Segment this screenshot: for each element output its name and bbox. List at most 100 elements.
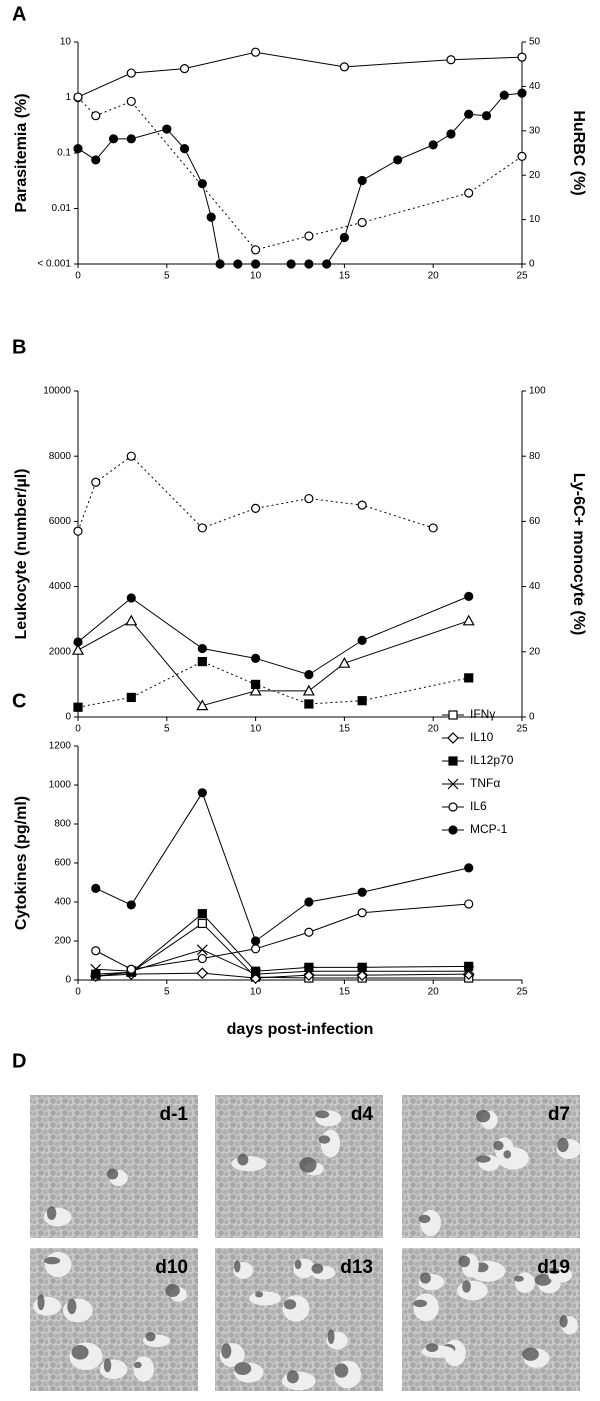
series-line [77, 97, 523, 251]
panel-label: C [12, 690, 26, 712]
marker [428, 523, 438, 533]
infected-cell [221, 1343, 232, 1359]
infected-cell [71, 1344, 89, 1360]
marker [91, 111, 101, 121]
marker [197, 953, 207, 964]
series-line [77, 455, 434, 532]
marker [196, 699, 209, 711]
marker [304, 493, 314, 504]
infected-cell [493, 1140, 504, 1151]
marker [233, 259, 243, 269]
infected-cell [418, 1214, 431, 1224]
marker [73, 526, 83, 536]
marker [251, 679, 261, 690]
series-line [95, 791, 469, 942]
marker [464, 591, 474, 601]
marker [517, 52, 527, 62]
legend-label: MCP-1 [470, 822, 508, 836]
legend-label: IFNγ [470, 707, 495, 721]
marker [446, 55, 456, 65]
x-tick-label: 25 [516, 271, 528, 282]
x-tick-label: 15 [339, 987, 351, 998]
infected-cell [327, 1329, 335, 1345]
marker [251, 944, 261, 954]
infected-cell [165, 1284, 180, 1298]
clear-area [33, 1296, 61, 1316]
y2-tick-label: 20 [529, 170, 541, 181]
infected-cell [559, 1314, 568, 1328]
clear-area [133, 1356, 155, 1382]
infected-cell [106, 1168, 119, 1180]
marker [126, 96, 136, 107]
marker [71, 643, 85, 655]
infected-cell [334, 1363, 349, 1378]
marker [304, 670, 314, 680]
y-tick-label: 2000 [49, 646, 72, 657]
series-line [77, 620, 469, 707]
x-tick-label: 20 [428, 724, 440, 735]
marker [303, 969, 315, 981]
y2-axis-title: HuRBC (%) [570, 110, 587, 195]
marker [249, 684, 262, 696]
marker [339, 232, 349, 243]
infected-cell [476, 1109, 491, 1123]
infected-cell [534, 1274, 552, 1286]
y2-tick-label: 100 [529, 386, 546, 397]
x-tick-label: 20 [428, 987, 440, 998]
infected-cell [234, 1260, 241, 1273]
marker [197, 643, 207, 654]
legend-marker [448, 802, 458, 812]
marker [162, 124, 172, 134]
marker [197, 909, 207, 919]
x-tick-label: 20 [428, 271, 440, 282]
y-tick-label: 1 [65, 92, 71, 103]
infected-cell [475, 1155, 491, 1163]
infected-cell [255, 1291, 264, 1298]
marker [303, 965, 315, 977]
marker [464, 961, 474, 971]
y2-tick-label: 50 [529, 37, 541, 48]
marker [356, 969, 369, 981]
marker [304, 927, 314, 937]
micrograph-caption: d10 [155, 1257, 188, 1278]
marker [304, 699, 314, 709]
marker [357, 217, 367, 228]
x-tick-label: 0 [75, 271, 81, 282]
infected-cell [522, 1347, 539, 1361]
micrograph-caption: d4 [351, 1104, 374, 1125]
micrograph-caption: d19 [537, 1257, 570, 1278]
y2-tick-label: 40 [529, 581, 541, 592]
x-tick-label: 5 [164, 271, 170, 282]
y-tick-label: 0.01 [52, 203, 72, 214]
marker [126, 68, 136, 78]
x-tick-label: 10 [250, 987, 262, 998]
clear-area [62, 1298, 93, 1323]
marker [215, 259, 225, 269]
marker [464, 188, 474, 198]
legend-label: IL10 [470, 730, 494, 744]
marker [251, 47, 261, 57]
infected-cell [413, 1299, 428, 1308]
infected-cell [311, 1263, 324, 1274]
y-tick-label: 0 [65, 712, 71, 723]
marker [428, 140, 438, 150]
marker [250, 968, 262, 980]
micrograph-caption: d13 [340, 1257, 373, 1278]
marker [197, 656, 207, 667]
y2-tick-label: 10 [529, 214, 541, 225]
y2-tick-label: 0 [529, 259, 535, 270]
infected-cell [237, 1153, 249, 1166]
infected-cell [548, 1267, 560, 1275]
legend-marker [448, 825, 458, 835]
marker [357, 908, 367, 918]
micrograph-caption: d-1 [160, 1104, 189, 1125]
legend-marker [448, 756, 458, 766]
marker [91, 155, 101, 165]
y2-tick-label: 80 [529, 451, 541, 462]
marker [73, 92, 83, 102]
marker [179, 144, 190, 154]
marker [91, 883, 101, 893]
x-tick-label: 5 [164, 987, 170, 998]
y-tick-label: 0 [65, 975, 71, 986]
y-tick-label: 1200 [49, 741, 72, 752]
